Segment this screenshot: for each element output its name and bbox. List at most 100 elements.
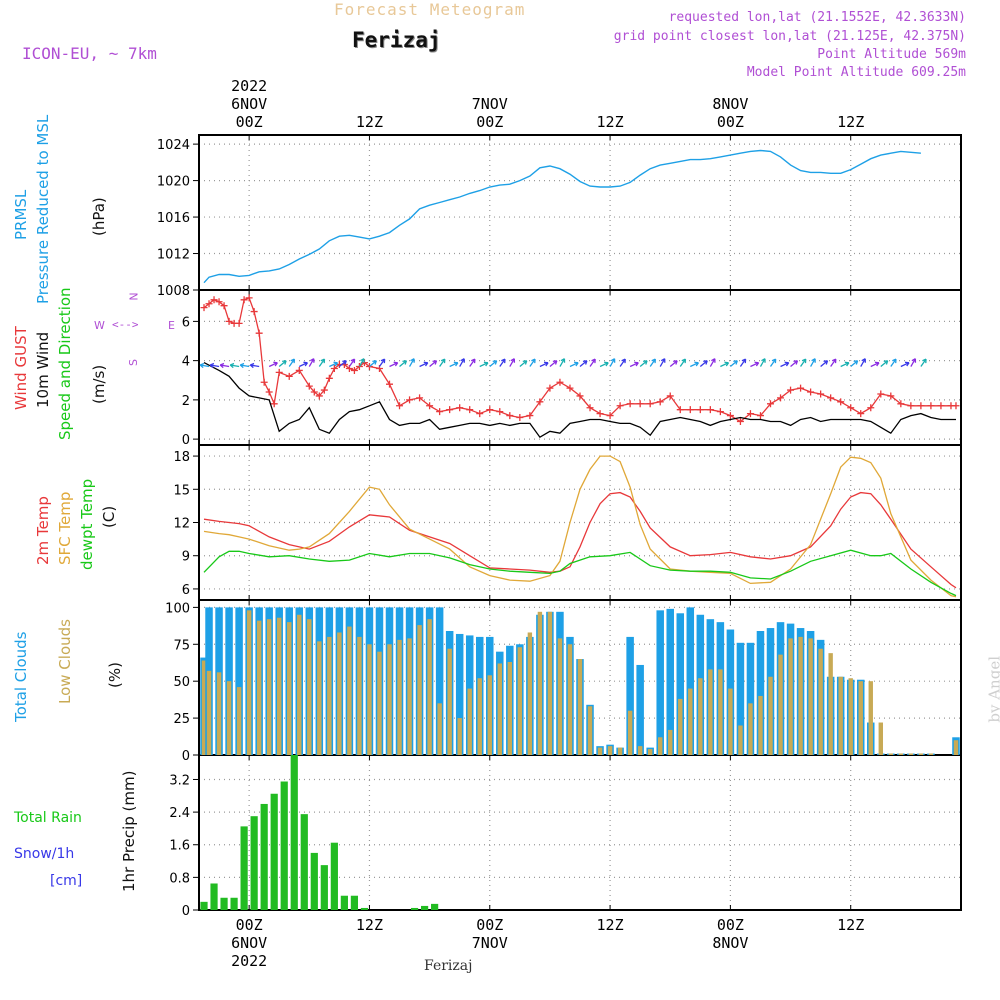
bottom-time-label: 00Z [476,916,503,934]
wind-arrow-head [784,361,790,367]
wind-arrow-head [793,360,799,365]
wind-series-line [203,362,956,439]
wind-direction-arrow [780,362,789,368]
gust-point [616,402,624,410]
low-cloud-bar [627,710,633,755]
y-tick-label: 1016 [157,211,190,226]
rain-bar [220,897,228,910]
wind-arrow-head [372,360,377,365]
wind-arrow-head [621,358,626,364]
wind-arrow-head [501,358,506,364]
gust-point [927,402,935,410]
wind-arrow-head [610,358,616,363]
low-cloud-bar [417,625,422,755]
y-tick-label: 0 [182,433,190,448]
gust-point [516,414,524,422]
gust-point [456,404,464,412]
wind-arrow-head [883,360,889,365]
wind-arrow-head [861,358,866,363]
wind-arrow-head [282,360,287,365]
rain-bar [200,901,208,910]
meteogram-title: Forecast Meteogram [334,0,526,19]
wind-arrow-head [460,358,465,363]
wind-direction-arrow [629,362,639,368]
gust-point [436,408,444,416]
low-cloud-bar [918,753,924,755]
wind-arrow-head [309,358,315,363]
top-time-label: 12Z [356,113,383,131]
gust-point [706,406,714,414]
gust-point [275,368,283,376]
sfc-temp-series-line [203,455,957,598]
model-point-altitude: Model Point Altitude 609.25m [746,65,966,80]
y-tick-label: 75 [173,638,190,653]
rain-bar [300,814,308,910]
wind-arrow-head [522,360,528,365]
low-cloud-bar [327,636,332,755]
wind-arrow-head [922,358,927,364]
top-time-label: 12Z [837,113,864,131]
gust-point [496,408,504,416]
wind-arrow-head [634,361,639,367]
low-cloud-bar [206,670,212,755]
gust-point [566,384,574,392]
wind-direction-arrow [649,358,656,367]
low-cloud-bar [668,729,673,755]
wind-arrow-head [219,362,225,369]
gust-point [807,388,815,396]
gust-point [626,400,634,408]
wind-arrow-head [703,360,708,365]
wind-arrow-head [741,358,747,364]
wind-direction-arrow [690,362,699,368]
y-tick-label: 0 [182,749,190,764]
low-cloud-bar [898,753,904,755]
wind-direction-arrow [739,358,747,367]
wind-arrow-head [911,358,917,363]
wind-direction-arrow [250,364,260,368]
low-cloud-bar [226,681,232,755]
gust-point [767,400,774,408]
wind-arrow-head [290,358,296,364]
gust-point [636,400,644,408]
compass-west: W [94,319,105,332]
gust-point [305,382,313,390]
wind-direction-arrow [288,358,295,367]
bottom-time-label: 12Z [837,916,864,934]
gust-point [726,412,734,420]
gust-point [240,296,248,304]
wind-direction-arrow [890,358,897,367]
dewpt-series-line [203,549,957,597]
y-tick-label: 12 [173,517,190,532]
wind-direction-arrow [200,364,210,368]
y-tick-label: 50 [173,675,190,690]
wind-direction-arrow [830,358,837,367]
low-cloud-bar [818,648,823,755]
wind-direction-arrow [509,358,515,367]
top-year-label: 2022 [231,77,267,95]
y-tick-label: 2 [182,394,190,409]
wind-direction-arrow [669,360,678,368]
low-cloud-bar [828,653,833,755]
y-tick-label: 18 [173,450,190,465]
wind-direction-arrow [679,358,686,367]
gust-point [696,406,704,414]
wind-direction-arrow [240,364,250,368]
low-cloud-bar [427,619,432,755]
low-cloud-bar [928,753,934,755]
wind-direction-arrow [769,358,777,367]
gust-point [285,372,293,380]
rain-bar [240,826,248,910]
gust-point [576,392,584,400]
gust-point [686,406,694,414]
wind-direction-arrow [529,358,536,367]
wind-arrow-head [754,361,760,367]
low-cloud-bar [637,746,643,755]
low-cloud-bar [858,681,863,755]
wind-arrow-head [582,360,588,365]
wind-direction-arrow [479,362,489,368]
compass-east: E [168,319,175,332]
wind-direction-arrow [920,358,927,367]
wind-arrow-head [681,358,687,364]
gust-point [746,410,754,418]
gust-point [260,378,268,386]
